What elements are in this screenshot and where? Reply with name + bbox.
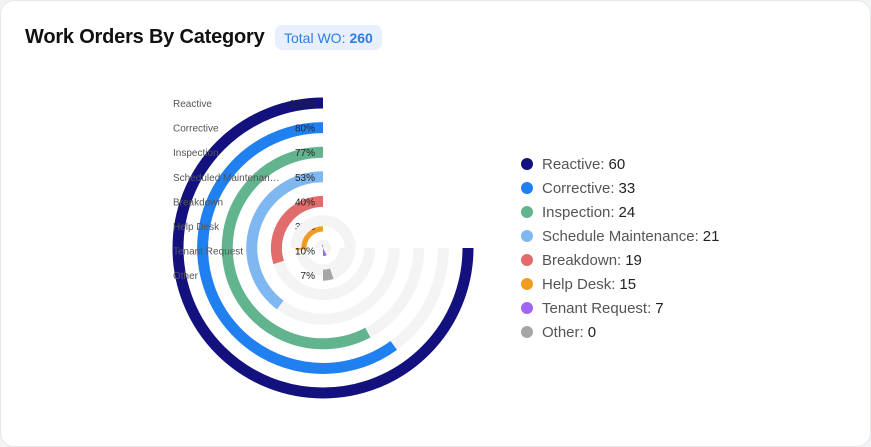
- legend-label: Reactive:: [542, 155, 605, 173]
- radial-label: Breakdown: [173, 197, 223, 208]
- legend-label: Other:: [542, 323, 584, 341]
- radial-percent: 77%: [295, 148, 315, 159]
- legend-label: Inspection:: [542, 203, 615, 221]
- radial-label: Help Desk: [173, 222, 220, 233]
- radial-label: Corrective: [173, 124, 219, 135]
- total-wo-badge: Total WO: 260: [275, 25, 382, 50]
- card-title: Work Orders By Category: [25, 26, 265, 48]
- legend-count: 15: [619, 275, 637, 293]
- legend-item[interactable]: Inspection: 24: [521, 200, 719, 224]
- track-7: [290, 215, 356, 281]
- legend-dot-icon: [521, 182, 533, 194]
- chart-legend: Reactive: 60 Corrective: 33 Inspection: 24 Sch…: [521, 152, 719, 344]
- legend-label: Breakdown:: [542, 251, 622, 269]
- radial-label: Reactive: [173, 99, 212, 110]
- bar-schedule-maintenance[interactable]: [246, 171, 324, 310]
- radial-percent: 40%: [295, 197, 315, 208]
- bar-other[interactable]: [322, 268, 334, 281]
- total-wo-value: 260: [349, 29, 373, 46]
- legend-count: 24: [618, 203, 636, 221]
- legend-item[interactable]: Help Desk: 15: [521, 272, 719, 296]
- legend-item[interactable]: Breakdown: 19: [521, 248, 719, 272]
- total-wo-label: Total WO:: [284, 29, 346, 46]
- legend-item[interactable]: Reactive: 60: [521, 152, 719, 176]
- legend-dot-icon: [521, 158, 533, 170]
- legend-dot-icon: [521, 278, 533, 290]
- legend-label: Help Desk:: [542, 275, 616, 293]
- legend-count: 7: [655, 299, 664, 317]
- radial-percent: 100%: [289, 99, 315, 110]
- legend-label: Corrective:: [542, 179, 615, 197]
- legend-label: Tenant Request:: [542, 299, 652, 317]
- radial-label: Other: [173, 271, 199, 282]
- radial-percent: 80%: [295, 124, 315, 135]
- legend-count: 21: [702, 227, 720, 245]
- legend-item[interactable]: Other: 0: [521, 320, 719, 344]
- bar-inspection[interactable]: [221, 146, 371, 350]
- legend-dot-icon: [521, 326, 533, 338]
- bar-reactive[interactable]: [172, 97, 474, 399]
- legend-item[interactable]: Corrective: 33: [521, 176, 719, 200]
- radial-percent: 53%: [295, 173, 315, 184]
- radial-label: Inspection: [173, 148, 219, 159]
- radial-percent: 10%: [295, 247, 315, 258]
- legend-dot-icon: [521, 302, 533, 314]
- radial-label: Tenant Request: [173, 247, 243, 258]
- legend-dot-icon: [521, 230, 533, 242]
- legend-label: Schedule Maintenance:: [542, 227, 699, 245]
- radial-label: Scheduled Maintenan…: [173, 173, 280, 184]
- radial-percent: 7%: [301, 271, 316, 282]
- bar-breakdown[interactable]: [270, 195, 324, 265]
- legend-count: 60: [608, 155, 626, 173]
- legend-item[interactable]: Tenant Request: 7: [521, 296, 719, 320]
- legend-count: 19: [625, 251, 642, 269]
- legend-dot-icon: [521, 206, 533, 218]
- bar-corrective[interactable]: [197, 122, 397, 374]
- legend-item[interactable]: Schedule Maintenance: 21: [521, 224, 719, 248]
- legend-dot-icon: [521, 254, 533, 266]
- legend-count: 0: [587, 323, 597, 341]
- legend-count: 33: [618, 179, 636, 197]
